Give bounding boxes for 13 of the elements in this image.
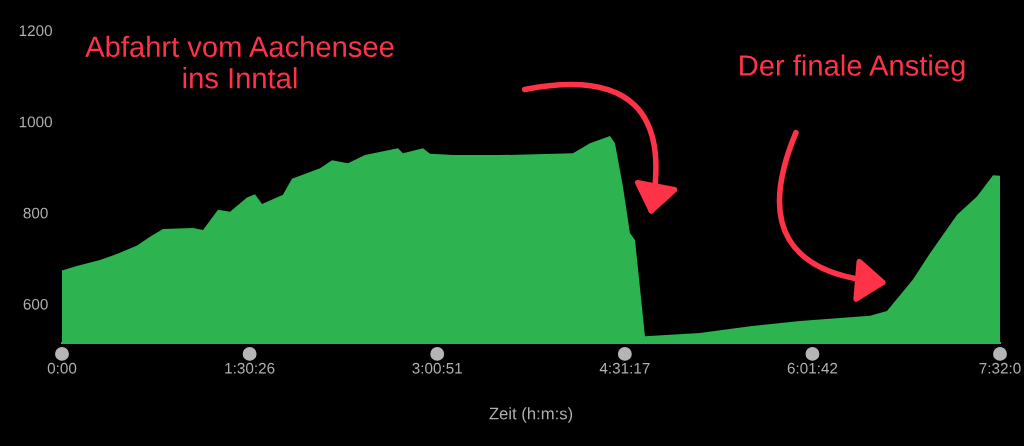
annotation: Der finale Anstieg (740, 54, 965, 82)
y-tick-label: 600 (23, 298, 48, 310)
x-tick-label: 6:01:42 (787, 362, 838, 374)
x-axis-title: Zeit (h:m:s) (489, 407, 573, 423)
y-tick-label: 1000 (19, 116, 53, 128)
x-tick-label: 3:00:51 (412, 362, 462, 374)
x-tick-label: 0:00 (47, 362, 77, 374)
y-tick-label: 1200 (19, 25, 53, 37)
x-tick-label: 1:30:26 (225, 362, 275, 374)
annotation: Abfahrt vom Aachensee ins Inntal (85, 35, 394, 89)
x-tick-label: 4:31:17 (599, 362, 650, 374)
x-tick-label: 7:32:0 (979, 362, 1021, 374)
y-tick-label: 800 (23, 207, 48, 219)
